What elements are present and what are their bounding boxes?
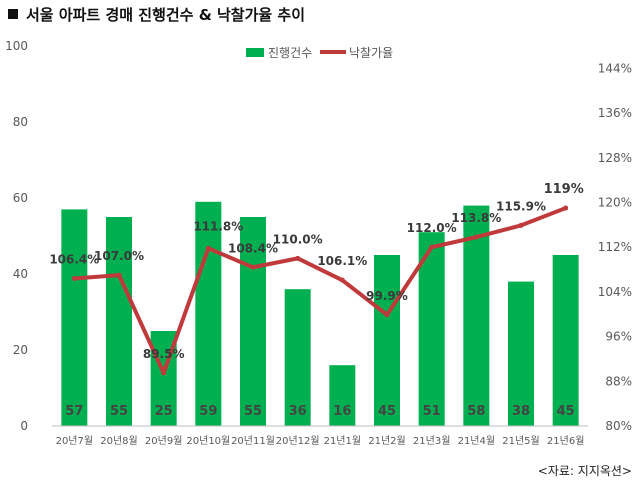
x-tick-label: 21년4월 xyxy=(458,435,496,447)
right-tick-label: 96% xyxy=(605,330,632,344)
line-value-label: 106.1% xyxy=(317,254,367,268)
x-tick-label: 20년7월 xyxy=(56,435,94,447)
bar-series: 57 55 25 59 55 36 16 45 51 58 38 45 xyxy=(61,201,579,426)
line-point xyxy=(384,312,390,318)
left-tick-label: 60 xyxy=(13,191,28,205)
bar-value-label: 51 xyxy=(423,404,441,419)
chart-title: 서울 아파트 경매 진행건수 & 낙찰가율 추이 xyxy=(8,3,305,25)
x-tick-label: 21년2월 xyxy=(368,435,406,447)
left-tick-label: 0 xyxy=(20,419,28,433)
bar-21년3월 xyxy=(418,232,445,426)
line-point xyxy=(563,205,569,211)
legend-bar-label: 진행건수 xyxy=(268,45,312,60)
line-point xyxy=(161,370,167,376)
right-tick-label: 128% xyxy=(598,151,632,165)
line-value-label: 111.8% xyxy=(193,219,243,233)
legend-line-label: 낙찰가율 xyxy=(349,46,393,60)
left-tick-label: 20 xyxy=(13,343,28,357)
bar-21년2월 xyxy=(374,255,400,426)
x-axis: 20년7월 20년8월 20년9월 20년10월 20년11월 20년12월 21년1월 21… xyxy=(52,425,588,447)
line-value-label: 110.0% xyxy=(273,232,323,246)
line-series: 106.4%107.0% 89.5% 111.8% 108.4%110.0% 106.1… xyxy=(49,182,584,376)
x-tick-label: 20년8월 xyxy=(100,435,138,447)
bar-20년10월 xyxy=(195,201,222,426)
line-value-label: 89.5% xyxy=(143,347,185,361)
bar-20년12월 xyxy=(284,289,311,426)
line-point xyxy=(295,255,301,261)
x-tick-label: 20년10월 xyxy=(186,435,230,447)
line-value-label: 113.8% xyxy=(451,211,501,225)
bar-20년11월 xyxy=(240,217,266,426)
bar-value-label: 25 xyxy=(155,404,173,419)
bar-21년5월 xyxy=(508,281,534,426)
bar-21년4월 xyxy=(463,205,490,426)
right-tick-label: 120% xyxy=(598,195,632,209)
right-tick-label: 144% xyxy=(598,61,632,75)
line-point xyxy=(116,272,122,278)
line-point xyxy=(71,275,77,281)
line-path xyxy=(72,206,568,375)
line-point xyxy=(339,277,345,283)
bar-value-label: 16 xyxy=(333,404,351,419)
line-value-label: 119% xyxy=(544,182,584,197)
left-tick-label: 80 xyxy=(13,115,28,129)
bar-value-label: 45 xyxy=(557,404,575,419)
line-value-label: 107.0% xyxy=(94,249,144,263)
line-value-label: 115.9% xyxy=(496,199,546,213)
bar-value-label: 57 xyxy=(65,404,83,419)
x-tick-label: 21년6월 xyxy=(547,435,585,447)
bar-20년7월 xyxy=(61,209,88,426)
line-point xyxy=(250,264,256,270)
line-point xyxy=(518,222,524,228)
left-tick-label: 40 xyxy=(13,267,28,281)
line-value-label: 108.4% xyxy=(228,241,278,255)
x-tick-label: 20년11월 xyxy=(231,435,275,447)
bar-21년1월 xyxy=(329,365,356,426)
right-tick-label: 112% xyxy=(598,240,632,254)
bar-20년8월 xyxy=(106,217,132,426)
x-tick-label: 20년12월 xyxy=(276,435,320,447)
left-axis: 0 20 40 60 80 100 xyxy=(5,39,28,433)
x-tick-label: 21년3월 xyxy=(413,435,451,447)
x-tick-label: 20년9월 xyxy=(145,435,183,447)
line-point xyxy=(205,245,211,251)
bar-value-label: 58 xyxy=(467,404,485,419)
x-tick-label: 21년1월 xyxy=(324,435,362,447)
right-axis: 80% 88% 96% 104% 112% 120% 128% 136% 144% xyxy=(598,61,632,433)
bar-value-label: 59 xyxy=(199,404,217,419)
bar-value-label: 38 xyxy=(512,404,530,419)
right-tick-label: 80% xyxy=(605,419,632,433)
right-tick-label: 88% xyxy=(605,374,632,388)
right-tick-label: 104% xyxy=(598,285,632,299)
bar-value-label: 55 xyxy=(244,404,262,419)
line-point xyxy=(429,244,435,250)
line-value-label: 112.0% xyxy=(407,221,457,235)
legend-bar-swatch xyxy=(246,48,264,57)
title-text: 서울 아파트 경매 진행건수 & 낙찰가율 추이 xyxy=(26,5,306,24)
bar-value-label: 45 xyxy=(378,404,396,419)
line-value-label: 99.9% xyxy=(366,289,408,303)
legend: 진행건수 낙찰가율 xyxy=(246,45,393,60)
title-square-icon xyxy=(8,9,18,19)
bar-value-label: 55 xyxy=(110,404,128,419)
line-value-label: 106.4% xyxy=(49,252,99,266)
bar-value-label: 36 xyxy=(289,404,307,419)
right-tick-label: 136% xyxy=(598,106,632,120)
left-tick-label: 100 xyxy=(5,39,28,53)
bar-21년6월 xyxy=(552,255,579,426)
source-note: <자료: 지지옥션> xyxy=(537,464,632,478)
x-tick-label: 21년5월 xyxy=(502,435,540,447)
line-point xyxy=(473,234,479,240)
